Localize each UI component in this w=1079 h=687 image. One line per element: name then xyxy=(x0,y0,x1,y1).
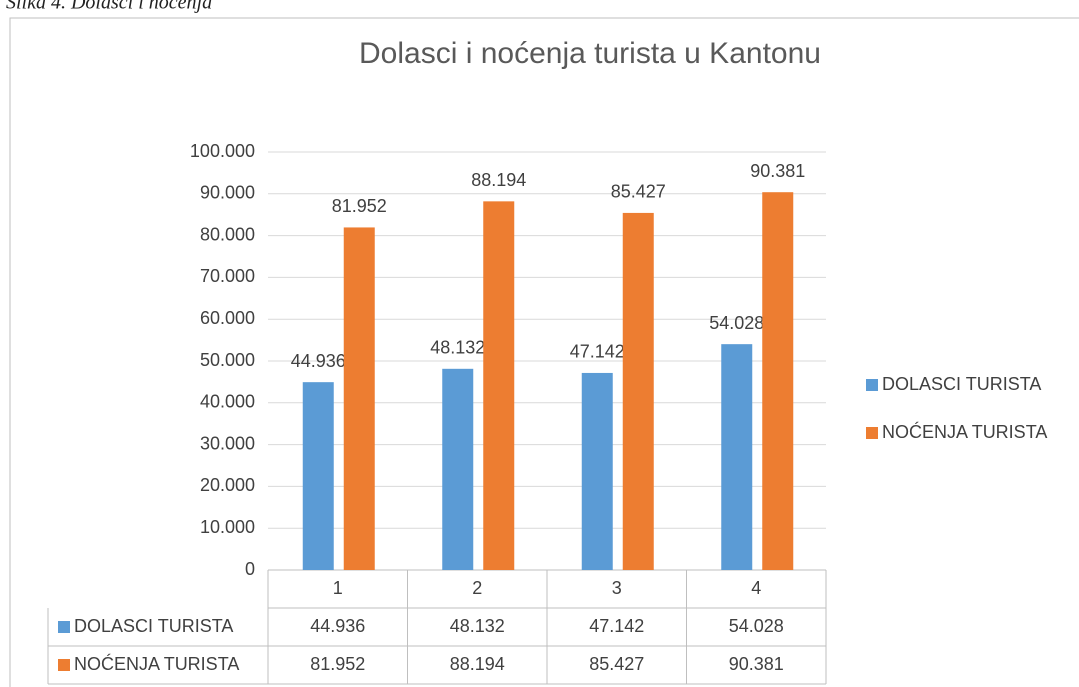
table-cell: 90.381 xyxy=(729,654,784,674)
chart-border xyxy=(9,17,1079,687)
y-tick-label: 30.000 xyxy=(200,433,255,453)
table-cell: 85.427 xyxy=(589,654,644,674)
x-tick-label: 4 xyxy=(751,578,761,598)
legend-key xyxy=(866,379,878,391)
table-cell: 47.142 xyxy=(589,616,644,636)
bar xyxy=(302,382,334,570)
y-tick-label: 60.000 xyxy=(200,308,255,328)
data-label: 90.381 xyxy=(750,161,805,181)
table-cell: 81.952 xyxy=(310,654,365,674)
table-row-label: DOLASCI TURISTA xyxy=(74,616,233,636)
bar xyxy=(721,344,753,570)
table-cell: 44.936 xyxy=(310,616,365,636)
table-legend-key xyxy=(58,621,70,633)
y-tick-label: 0 xyxy=(245,559,255,579)
y-tick-label: 50.000 xyxy=(200,350,255,370)
y-tick-label: 90.000 xyxy=(200,183,255,203)
x-tick-label: 2 xyxy=(472,578,482,598)
bar xyxy=(343,227,375,570)
legend-label: NOĆENJA TURISTA xyxy=(882,421,1047,442)
caption: Slika 4. Dolasci i noćenja xyxy=(6,0,212,14)
chart-title: Dolasci i noćenja turista u Kantonu xyxy=(359,37,821,70)
y-tick-label: 80.000 xyxy=(200,224,255,244)
table-legend-key xyxy=(58,659,70,671)
data-label: 47.142 xyxy=(570,342,625,362)
legend-label: DOLASCI TURISTA xyxy=(882,374,1041,394)
data-label: 48.132 xyxy=(430,338,485,358)
data-label: 88.194 xyxy=(471,170,526,190)
legend-key xyxy=(866,427,878,439)
x-tick-label: 3 xyxy=(612,578,622,598)
bar xyxy=(762,192,794,571)
bar xyxy=(483,201,515,571)
y-tick-label: 20.000 xyxy=(200,475,255,495)
table-cell: 88.194 xyxy=(450,654,505,674)
data-label: 81.952 xyxy=(332,196,387,216)
bar xyxy=(622,212,654,570)
y-tick-label: 100.000 xyxy=(190,141,255,161)
data-label: 44.936 xyxy=(291,351,346,371)
x-tick-label: 1 xyxy=(333,578,343,598)
y-tick-label: 10.000 xyxy=(200,517,255,537)
y-tick-label: 70.000 xyxy=(200,266,255,286)
table-cell: 48.132 xyxy=(450,616,505,636)
table-cell: 54.028 xyxy=(729,616,784,636)
y-tick-label: 40.000 xyxy=(200,392,255,412)
data-label: 54.028 xyxy=(709,313,764,333)
table-row-label: NOĆENJA TURISTA xyxy=(74,653,239,674)
bar xyxy=(581,372,613,570)
data-label: 85.427 xyxy=(611,182,666,202)
bar xyxy=(442,368,474,570)
